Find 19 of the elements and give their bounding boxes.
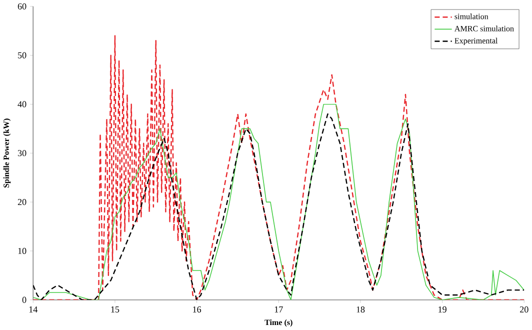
x-tick-label: 14 — [29, 306, 38, 312]
x-tick-label: 15 — [111, 306, 120, 312]
y-tick-label: 10 — [18, 248, 26, 254]
y-tick-label: 50 — [18, 52, 26, 58]
y-tick-label: 60 — [18, 3, 26, 10]
legend-label: simulation — [454, 14, 488, 20]
y-tick-label: 40 — [18, 101, 26, 108]
legend-label: Experimental — [454, 38, 498, 46]
x-tick-label: 19 — [438, 306, 446, 312]
legend-label: AMRC simulation — [454, 26, 514, 32]
x-tick-label: 16 — [193, 306, 202, 312]
x-tick-label: 20 — [520, 306, 528, 313]
x-tick-label: 17 — [274, 306, 283, 312]
y-tick-label: 20 — [18, 198, 26, 206]
y-tick-label: 0 — [22, 296, 26, 303]
x-axis-title: Time (s) — [264, 319, 292, 327]
x-tick-label: 18 — [356, 306, 365, 313]
y-axis-title: Spindle Power (kW) — [3, 118, 11, 188]
y-tick-label: 30 — [18, 150, 26, 156]
